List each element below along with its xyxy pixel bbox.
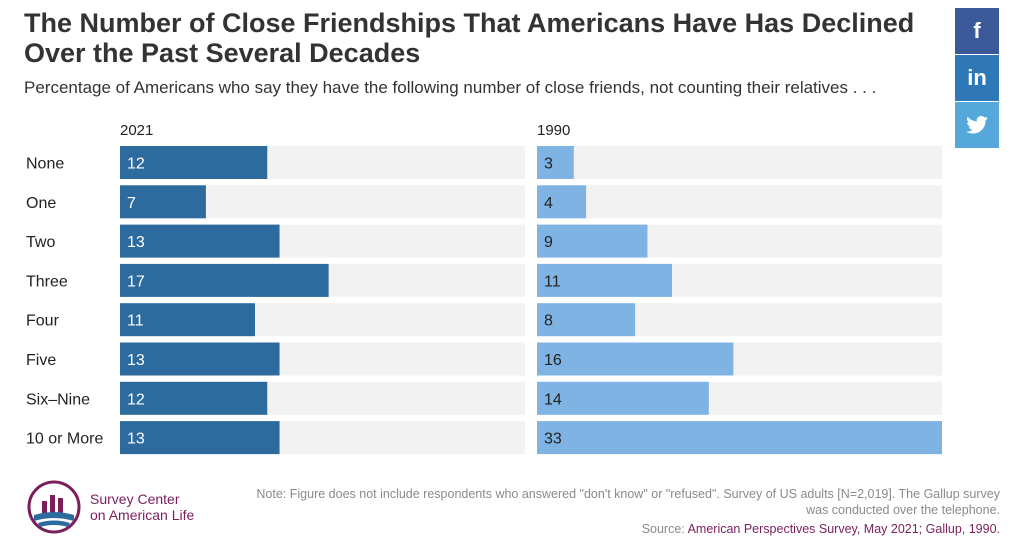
data-label: 7 <box>127 195 136 212</box>
bar <box>120 224 280 258</box>
data-label: 4 <box>544 195 553 212</box>
category-label: Six–Nine <box>26 391 90 408</box>
data-label: 13 <box>127 234 145 251</box>
bar <box>120 146 268 179</box>
data-label: 33 <box>544 431 562 448</box>
category-label: Two <box>26 234 55 251</box>
bar <box>537 421 942 455</box>
bar <box>120 381 268 415</box>
bar <box>537 146 574 179</box>
linkedin-icon: in <box>967 65 987 90</box>
data-label: 3 <box>544 156 553 173</box>
data-label: 11 <box>544 273 561 290</box>
bar <box>537 185 587 219</box>
bar <box>537 303 636 337</box>
category-label: One <box>26 195 56 212</box>
bar <box>120 303 255 337</box>
bar-track <box>537 185 942 219</box>
logo-line-1: Survey Center <box>90 491 180 507</box>
facebook-share-button[interactable]: f <box>955 8 999 54</box>
category-label: Four <box>26 313 60 330</box>
bar <box>120 342 280 376</box>
category-label: Five <box>26 352 56 369</box>
series-label: 1990 <box>537 122 570 139</box>
source-link[interactable]: American Perspectives Survey, May 2021; … <box>687 522 1000 536</box>
data-label: 12 <box>127 391 145 408</box>
bar <box>120 421 280 455</box>
linkedin-share-button[interactable]: in <box>955 55 999 101</box>
data-label: 12 <box>127 156 145 173</box>
bar <box>537 263 672 297</box>
logo-text: Survey Center on American Life <box>90 491 194 523</box>
category-label: Three <box>26 273 68 290</box>
bar <box>537 381 709 415</box>
category-label: None <box>26 156 64 173</box>
data-label: 9 <box>544 234 553 251</box>
bar <box>120 263 329 297</box>
data-label: 17 <box>127 273 145 290</box>
chart-note: Note: Figure does not include respondent… <box>256 487 1000 517</box>
chart-title: The Number of Close Friendships That Ame… <box>24 8 915 68</box>
source-label: Source: <box>641 522 685 536</box>
chart-source: Source: American Perspectives Survey, Ma… <box>642 522 1000 536</box>
chart-subtitle: Percentage of Americans who say they hav… <box>24 78 877 97</box>
data-label: 13 <box>127 431 145 448</box>
twitter-icon <box>966 116 988 134</box>
bar <box>120 185 206 219</box>
series-label: 2021 <box>120 122 153 139</box>
data-label: 11 <box>127 313 144 330</box>
logo-line-2: on American Life <box>90 507 195 523</box>
category-label: 10 or More <box>26 431 103 448</box>
bar <box>537 342 734 376</box>
logo-emblem-icon <box>27 480 81 534</box>
social-share-bar: f in <box>955 8 999 149</box>
survey-center-logo[interactable]: Survey Center on American Life <box>26 479 194 535</box>
facebook-icon: f <box>973 18 981 43</box>
bar-track <box>537 146 942 179</box>
data-label: 14 <box>544 391 562 408</box>
bar <box>537 224 648 258</box>
data-label: 16 <box>544 352 562 369</box>
data-label: 13 <box>127 352 145 369</box>
data-label: 8 <box>544 313 553 330</box>
twitter-share-button[interactable] <box>955 102 999 148</box>
bar-chart: None One Two Three Four Five Six–Nine 10 or Mor… <box>26 122 942 455</box>
